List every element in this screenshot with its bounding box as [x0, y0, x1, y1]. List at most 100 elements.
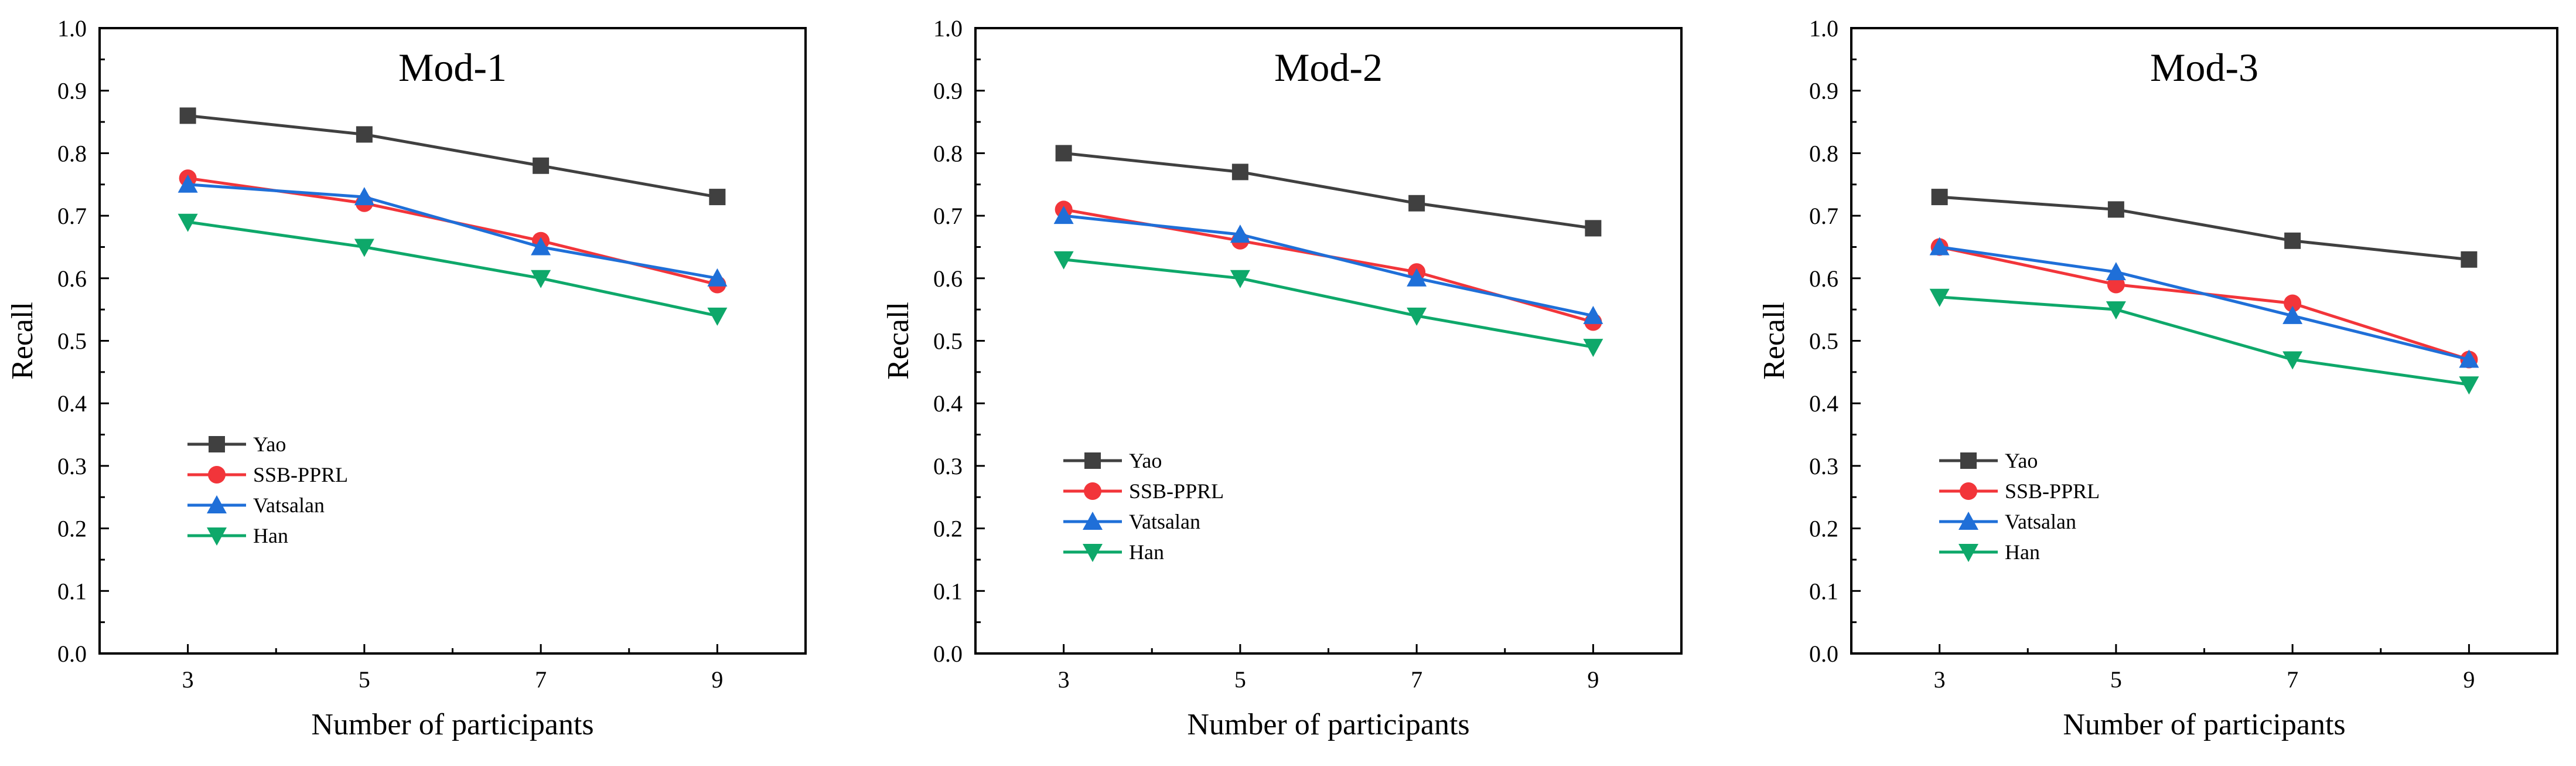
x-tick-label: 7 [1411, 666, 1422, 693]
legend-marker [1960, 452, 1977, 469]
series-line [187, 114, 718, 199]
y-tick-label: 0.0 [1809, 641, 1838, 667]
plot-frame [1850, 27, 2558, 655]
data-point [1231, 164, 1248, 181]
x-tick-label: 9 [2463, 666, 2475, 693]
legend-marker [1084, 452, 1101, 469]
series-han [1053, 251, 1603, 358]
data-point [1407, 307, 1427, 326]
y-tick-label: 0.8 [933, 140, 963, 166]
y-tick-label: 0.9 [1809, 78, 1838, 104]
x-tick-label: 5 [2110, 666, 2122, 693]
y-tick-label: 0.6 [933, 265, 963, 292]
y-tick-label: 0.4 [933, 390, 963, 417]
x-tick-label: 7 [2287, 666, 2298, 693]
legend-item: Han [1063, 540, 1164, 564]
series-vatsalan [1053, 206, 1603, 324]
data-point [2106, 301, 2126, 320]
data-point [2461, 251, 2478, 268]
legend-label: SSB-PPRL [253, 463, 348, 486]
series-vatsalan [178, 174, 728, 287]
legend-item: Yao [1939, 449, 2038, 472]
data-point [709, 189, 726, 206]
legend-item: SSB-PPRL [1939, 479, 2100, 503]
plot-frame [98, 27, 807, 655]
data-point [1931, 189, 1948, 206]
legend-marker [1084, 482, 1101, 500]
y-tick-label: 0.3 [57, 453, 87, 479]
data-point [1230, 270, 1250, 288]
legend-label: SSB-PPRL [1129, 479, 1224, 503]
y-tick-label: 0.1 [57, 578, 87, 604]
y-tick-label: 0.8 [1809, 140, 1838, 166]
x-tick-label: 9 [1587, 666, 1599, 693]
y-tick-label: 1.0 [933, 15, 963, 42]
y-tick-label: 0.6 [57, 265, 87, 292]
series-ssb-pprl [1055, 200, 1602, 331]
series-line [1063, 258, 1594, 349]
y-tick-label: 0.3 [933, 453, 963, 479]
chart-title: Mod-1 [398, 45, 507, 90]
y-tick-label: 0.5 [57, 328, 87, 355]
legend-item: Vatsalan [187, 493, 325, 517]
x-tick-label: 3 [1058, 666, 1070, 693]
x-axis-title: Number of participants [311, 708, 593, 741]
series-line [187, 220, 718, 318]
series-han [1929, 288, 2479, 395]
legend-item: SSB-PPRL [187, 463, 348, 486]
legend: Yao SSB-PPRL Vatsalan Han [1063, 449, 1224, 564]
legend-label: SSB-PPRL [2005, 479, 2100, 503]
data-point [2106, 262, 2126, 281]
series-line [1939, 195, 2469, 261]
legend-item: Yao [187, 433, 286, 456]
x-axis-title: Number of participants [1187, 708, 1469, 741]
data-point [2459, 349, 2479, 368]
legend-item: Han [187, 524, 288, 547]
data-point [1583, 339, 1603, 358]
legend: Yao SSB-PPRL Vatsalan Han [187, 433, 348, 547]
data-point [2459, 376, 2479, 395]
legend-item: SSB-PPRL [1063, 479, 1224, 503]
y-tick-label: 0.7 [57, 203, 87, 229]
series-yao [179, 107, 726, 206]
legend-item: Vatsalan [1063, 510, 1200, 533]
legend-item: Vatsalan [1939, 510, 2076, 533]
chart-panel-3: 0.0 0.1 0.2 0.3 0.4 0.5 0.6 0.7 0.8 0.9 1.0 3 5 7 9 Mod… [1758, 15, 2558, 741]
y-tick-label: 0.7 [1809, 203, 1838, 229]
legend-label: Yao [1129, 449, 1162, 472]
y-tick-label: 0.2 [57, 516, 87, 542]
x-axis-title: Number of participants [2063, 708, 2345, 741]
legend-label: Vatsalan [2005, 510, 2076, 533]
legend-label: Vatsalan [253, 493, 325, 517]
data-point [178, 174, 198, 193]
chart-panel-1: 0.0 0.1 0.2 0.3 0.4 0.5 0.6 0.7 0.8 0.9 1.0 3 5 7 9 Mod… [6, 15, 807, 741]
legend-marker [207, 495, 227, 513]
y-tick-label: 0.1 [1809, 578, 1838, 604]
y-tick-label: 0.6 [1809, 265, 1838, 292]
data-point [1053, 251, 1074, 270]
x-tick-label: 5 [359, 666, 370, 693]
data-point [178, 213, 198, 232]
y-axis-title: Recall [1758, 302, 1791, 380]
data-point [1407, 268, 1427, 287]
series-line [1063, 151, 1594, 230]
series-yao [1055, 145, 1602, 237]
y-tick-label: 1.0 [1809, 15, 1838, 42]
y-tick-label: 0.4 [57, 390, 87, 417]
data-point [2284, 294, 2302, 312]
x-tick-label: 5 [1234, 666, 1246, 693]
data-point [2282, 305, 2303, 324]
legend-label: Han [1129, 540, 1164, 564]
y-tick-label: 0.2 [1809, 516, 1838, 542]
series-line [187, 176, 718, 286]
y-tick-label: 0.0 [933, 641, 963, 667]
series-line [1063, 214, 1594, 318]
data-point [707, 268, 728, 287]
chart-title: Mod-2 [1274, 45, 1383, 90]
legend-label: Vatsalan [1129, 510, 1200, 533]
data-point [1055, 145, 1072, 162]
data-point [531, 270, 551, 288]
legend-label: Han [2005, 540, 2040, 564]
data-point [533, 157, 550, 174]
